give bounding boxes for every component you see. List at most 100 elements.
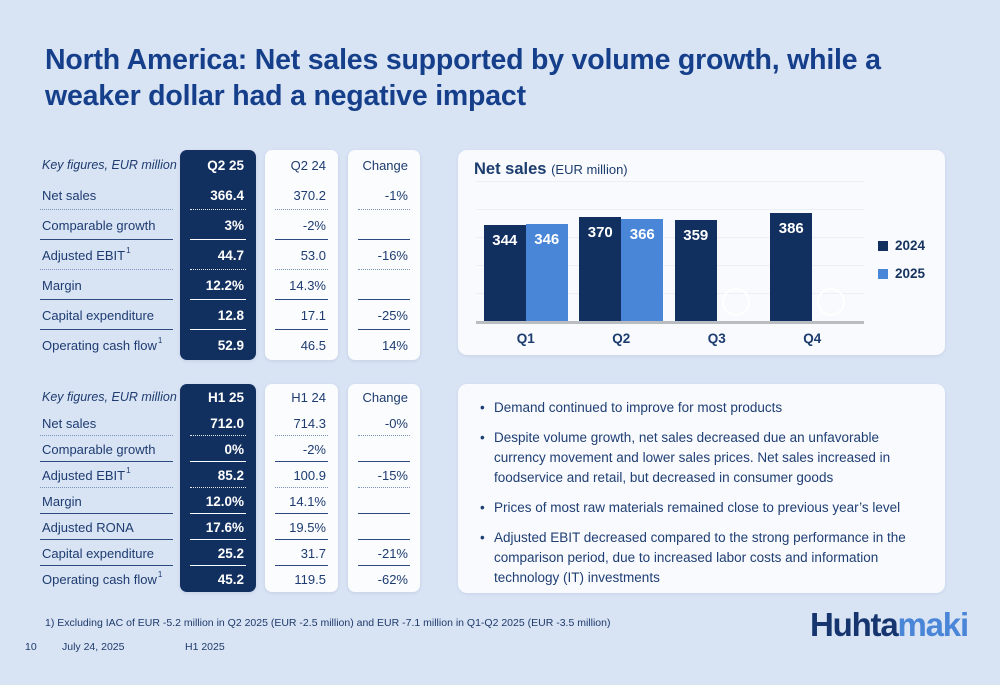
kpi-value-cell: -21% xyxy=(348,540,420,566)
kpi-value-cell: -2% xyxy=(265,436,338,462)
kpi-value-cell: 100.9 xyxy=(265,462,338,488)
row-divider xyxy=(358,539,410,540)
kpi-row-label: Net sales xyxy=(40,180,178,210)
kpi-value-cell: -2% xyxy=(265,210,338,240)
kpi-current-period-column: H1 25 712.0 0% 85.2 12.0% 17.6% 25.2 45.2 xyxy=(180,384,256,592)
kpi-value-cell: 14% xyxy=(381,337,408,353)
kpi-value-cell xyxy=(348,514,420,540)
column-header: Change xyxy=(362,389,408,405)
kpi-value-cell: -16% xyxy=(348,240,420,270)
row-divider xyxy=(275,435,328,436)
row-divider xyxy=(190,539,246,540)
footnote: 1) Excluding IAC of EUR -5.2 million in … xyxy=(45,617,611,629)
kpi-row-label: Adjusted RONA xyxy=(40,514,178,540)
kpi-value-cell: 46.5 xyxy=(300,337,326,353)
commentary-card: Demand continued to improve for most pro… xyxy=(458,384,945,593)
gridline xyxy=(476,237,864,238)
kpi-value-cell xyxy=(348,488,420,514)
bar-2025-q1: 346 xyxy=(525,224,568,321)
row-divider xyxy=(190,435,246,436)
kpi-row-label: Adjusted EBIT 1 xyxy=(40,240,178,270)
row-divider xyxy=(358,269,410,270)
kpi-row-label: Adjusted EBIT 1 xyxy=(40,462,178,488)
kpi-value-cell: 52.9 xyxy=(217,337,244,353)
row-divider xyxy=(275,269,328,270)
row-divider xyxy=(358,513,410,514)
empty-value-marker xyxy=(721,288,750,316)
row-divider xyxy=(190,565,246,566)
row-divider xyxy=(40,565,173,566)
kpi-row-label: Margin xyxy=(40,270,178,300)
row-divider xyxy=(190,209,246,210)
kpi-prior-period-column: Q2 24 370.2 -2% 53.0 14.3% 17.1 46.5 xyxy=(265,150,338,360)
kpi-value-cell xyxy=(348,270,420,300)
kpi-prior-period-column: H1 24 714.3 -2% 100.9 14.1% 19.5% 31.7 119.5 xyxy=(265,384,338,592)
kpi-value-cell: 12.2% xyxy=(180,270,256,300)
kpi-value-cell: 119.5 xyxy=(294,571,326,587)
kpi-value-cell: 85.2 xyxy=(180,462,256,488)
row-divider xyxy=(190,299,246,300)
kpi-value-cell: 14.1% xyxy=(265,488,338,514)
kpi-value-cell xyxy=(348,436,420,462)
row-divider xyxy=(40,435,173,436)
kpi-value-cell: 12.8 xyxy=(180,300,256,330)
row-divider xyxy=(275,329,328,330)
row-divider xyxy=(40,299,173,300)
footer-date: July 24, 2025 xyxy=(62,641,125,653)
row-divider xyxy=(358,435,410,436)
logo-part-light: maki xyxy=(897,606,970,643)
row-divider xyxy=(40,539,173,540)
kpi-row-label: Comparable growth xyxy=(40,210,178,240)
kpi-label-column: Key figures, EUR million Net sales Compara… xyxy=(40,384,178,592)
bar-value-label: 359 xyxy=(683,227,709,244)
kpi-value-cell: 25.2 xyxy=(180,540,256,566)
legend-item-2025: 2025 xyxy=(878,266,925,281)
chart-title-unit: (EUR million) xyxy=(551,162,628,177)
gridline xyxy=(476,209,864,210)
kpi-value-cell: -62% xyxy=(377,571,408,587)
kpi-value-cell: 366.4 xyxy=(180,180,256,210)
kpi-value-cell: -25% xyxy=(348,300,420,330)
bar-2024-q4: 386 xyxy=(770,213,813,321)
kpi-value-cell: 14.3% xyxy=(265,270,338,300)
column-header: H1 24 xyxy=(291,389,326,405)
row-divider xyxy=(358,461,410,462)
footer-report-label: H1 2025 xyxy=(185,641,225,653)
row-divider xyxy=(275,461,328,462)
kpi-value-cell: 19.5% xyxy=(265,514,338,540)
row-divider xyxy=(358,565,410,566)
row-divider xyxy=(275,513,328,514)
row-divider xyxy=(358,239,410,240)
table-corner-label: Key figures, EUR million xyxy=(42,390,177,404)
kpi-row-label: Net sales xyxy=(40,410,178,436)
bar-2024-q2: 370 xyxy=(579,217,622,321)
axis-label-q3: Q3 xyxy=(707,331,726,346)
kpi-value-cell: -15% xyxy=(348,462,420,488)
axis-label-q4: Q4 xyxy=(803,331,822,346)
row-divider xyxy=(358,209,410,210)
bullet-item: Prices of most raw materials remained cl… xyxy=(478,498,915,518)
bar-value-label: 344 xyxy=(492,232,518,249)
kpi-value-cell: 712.0 xyxy=(180,410,256,436)
row-divider xyxy=(40,239,173,240)
bar-value-label: 370 xyxy=(587,224,613,241)
legend-swatch-2024 xyxy=(878,240,888,251)
kpi-value-cell: 714.3 xyxy=(265,410,338,436)
empty-value-marker xyxy=(817,288,846,316)
legend-label: 2025 xyxy=(895,266,926,281)
kpi-value-cell: 17.1 xyxy=(265,300,338,330)
row-divider xyxy=(190,513,246,514)
row-divider xyxy=(358,329,410,330)
row-divider xyxy=(275,565,328,566)
kpi-value-cell: 44.7 xyxy=(180,240,256,270)
chart-plot: 344 346 Q1 370 366 Q2 359 Q3 386 Q4 2024 2025 xyxy=(458,150,945,355)
bar-value-label: 346 xyxy=(534,231,560,248)
bullet-item: Adjusted EBIT decreased compared to the … xyxy=(478,528,915,588)
legend-label: 2024 xyxy=(895,238,926,253)
legend-item-2024: 2024 xyxy=(878,238,925,253)
column-header: Q2 25 xyxy=(207,157,244,173)
row-divider xyxy=(190,269,246,270)
kpi-value-cell: 3% xyxy=(180,210,256,240)
kpi-value-cell: -1% xyxy=(348,180,420,210)
chart-title-text: Net sales xyxy=(474,160,547,178)
